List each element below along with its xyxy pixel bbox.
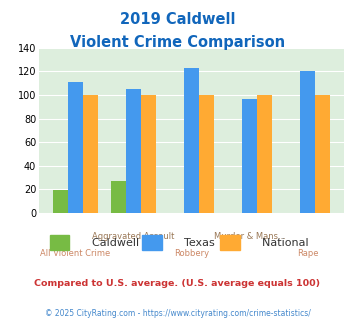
Text: Violent Crime Comparison: Violent Crime Comparison bbox=[70, 35, 285, 50]
Text: Rape: Rape bbox=[297, 249, 318, 258]
Text: National: National bbox=[234, 238, 309, 248]
Text: Compared to U.S. average. (U.S. average equals 100): Compared to U.S. average. (U.S. average … bbox=[34, 279, 321, 288]
Text: Aggravated Assault: Aggravated Assault bbox=[92, 232, 175, 241]
Bar bbox=[184, 68, 199, 213]
Bar bbox=[242, 99, 257, 213]
Bar bbox=[199, 95, 214, 213]
Bar bbox=[111, 181, 126, 213]
Bar bbox=[83, 95, 98, 213]
Text: Caldwell: Caldwell bbox=[64, 238, 139, 248]
Text: © 2025 CityRating.com - https://www.cityrating.com/crime-statistics/: © 2025 CityRating.com - https://www.city… bbox=[45, 309, 310, 317]
Bar bbox=[300, 71, 315, 213]
Text: Robbery: Robbery bbox=[174, 249, 209, 258]
Bar bbox=[315, 95, 331, 213]
Bar bbox=[141, 95, 156, 213]
Text: 2019 Caldwell: 2019 Caldwell bbox=[120, 12, 235, 26]
Bar bbox=[126, 89, 141, 213]
Text: Texas: Texas bbox=[156, 238, 215, 248]
Text: All Violent Crime: All Violent Crime bbox=[40, 249, 111, 258]
Bar bbox=[53, 190, 68, 213]
Bar bbox=[68, 82, 83, 213]
Bar bbox=[257, 95, 272, 213]
Text: Murder & Mans...: Murder & Mans... bbox=[214, 232, 286, 241]
